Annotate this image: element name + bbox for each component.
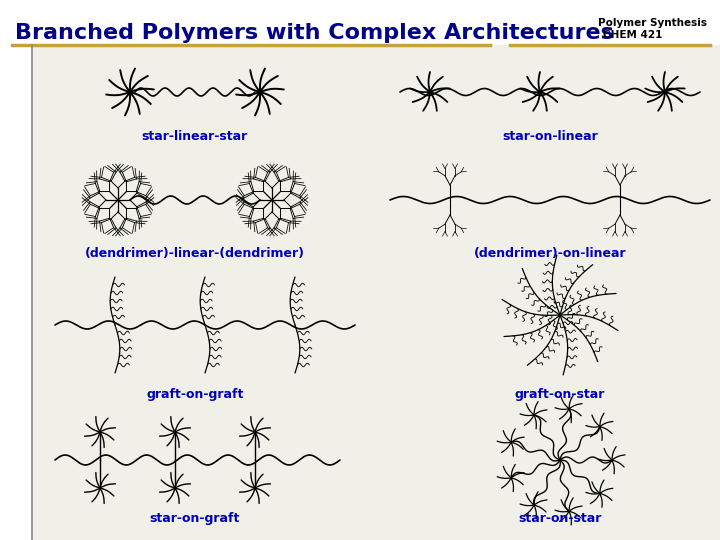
Text: star-linear-star: star-linear-star [142, 130, 248, 143]
Text: (dendrimer)-on-linear: (dendrimer)-on-linear [474, 247, 626, 260]
Text: (dendrimer)-linear-(dendrimer): (dendrimer)-linear-(dendrimer) [85, 247, 305, 260]
Text: Polymer Synthesis: Polymer Synthesis [598, 18, 707, 28]
Text: CHEM 421: CHEM 421 [603, 30, 662, 40]
Text: star-on-star: star-on-star [518, 512, 602, 525]
Text: star-on-graft: star-on-graft [150, 512, 240, 525]
Text: graft-on-graft: graft-on-graft [146, 388, 243, 401]
Text: Branched Polymers with Complex Architectures: Branched Polymers with Complex Architect… [15, 23, 614, 43]
Text: star-on-linear: star-on-linear [502, 130, 598, 143]
Text: graft-on-star: graft-on-star [515, 388, 606, 401]
